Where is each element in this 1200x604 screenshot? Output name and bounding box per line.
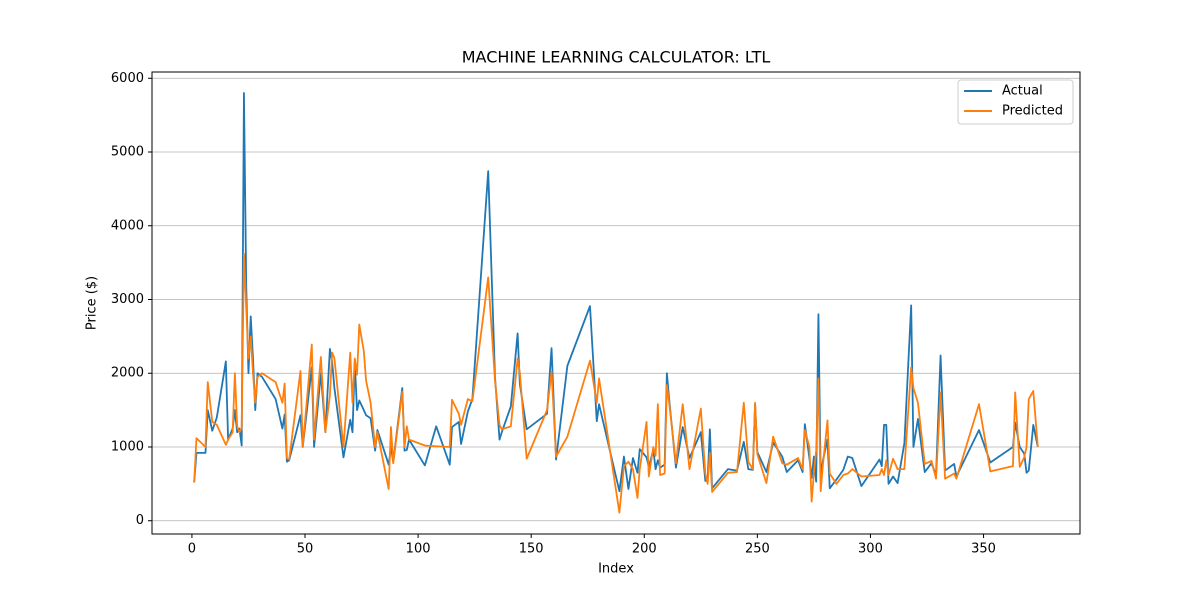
y-tick-label: 4000	[111, 218, 144, 233]
x-tick-label: 100	[406, 542, 431, 557]
y-axis-label: Price ($)	[85, 276, 100, 330]
x-tick-label: 150	[519, 542, 544, 557]
plot-frame	[151, 71, 1081, 535]
series-line	[193, 252, 1039, 514]
legend-label: Actual	[1002, 84, 1043, 99]
x-tick-label: 50	[297, 542, 314, 557]
legend-label: Predicted	[1002, 104, 1063, 119]
x-axis-label: Index	[598, 562, 634, 577]
x-tick-label: 0	[188, 542, 196, 557]
y-tick-label: 2000	[111, 366, 144, 381]
x-tick-label: 350	[971, 542, 996, 557]
y-tick-label: 3000	[111, 292, 144, 307]
chart-title: MACHINE LEARNING CALCULATOR: LTL	[462, 48, 771, 67]
x-tick-label: 250	[745, 542, 770, 557]
x-tick-label: 300	[858, 542, 883, 557]
y-tick-label: 1000	[111, 439, 144, 454]
x-tick-label: 200	[632, 542, 657, 557]
y-tick-label: 5000	[111, 145, 144, 160]
y-tick-label: 0	[136, 513, 144, 528]
series-line	[193, 92, 1039, 493]
y-tick-label: 6000	[111, 71, 144, 86]
